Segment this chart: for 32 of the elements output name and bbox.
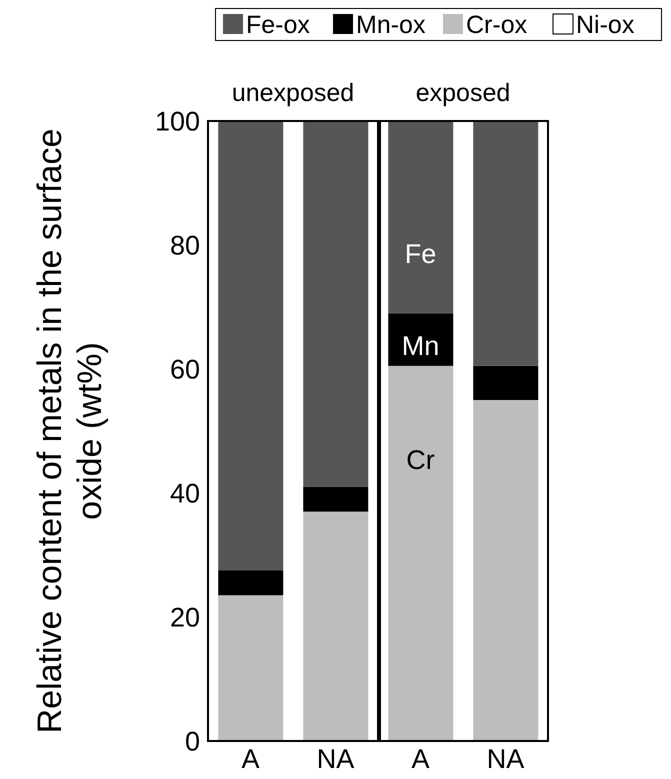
y-tick-label: 80 [170, 230, 200, 261]
annotation: Fe [404, 238, 438, 272]
y-axis-title: Relative content of metals in the surface oxide (wt%) [30, 128, 110, 736]
bar [473, 400, 538, 741]
legend-label: Mn-ox [356, 11, 426, 39]
bar [388, 366, 454, 741]
legend-label: Ni-ox [576, 11, 635, 39]
bar [303, 512, 368, 741]
bar [473, 121, 538, 366]
legend-label: Cr-ox [466, 11, 528, 39]
bar [218, 121, 284, 570]
x-tick-label: NA [486, 744, 524, 774]
annotation: Mn [400, 330, 440, 363]
y-tick-label: 40 [170, 478, 200, 509]
bar [218, 595, 284, 741]
text: unexposed [230, 79, 356, 108]
x-tick-label: A [241, 744, 260, 774]
y-tick-label: 0 [184, 726, 200, 757]
y-tick-label: 20 [170, 602, 200, 633]
bar [303, 486, 368, 512]
text: exposed [414, 79, 512, 108]
y-tick-label: 100 [154, 106, 200, 137]
x-tick-label: A [411, 744, 430, 774]
bar [473, 366, 538, 400]
bar [303, 121, 368, 487]
y-tick-label: 60 [170, 354, 200, 385]
bar [218, 570, 284, 596]
x-tick-label: NA [316, 744, 354, 774]
annotation: Cr [405, 444, 436, 478]
bar [388, 121, 454, 314]
bar [388, 313, 454, 366]
legend-label: Fe-ox [246, 11, 310, 39]
